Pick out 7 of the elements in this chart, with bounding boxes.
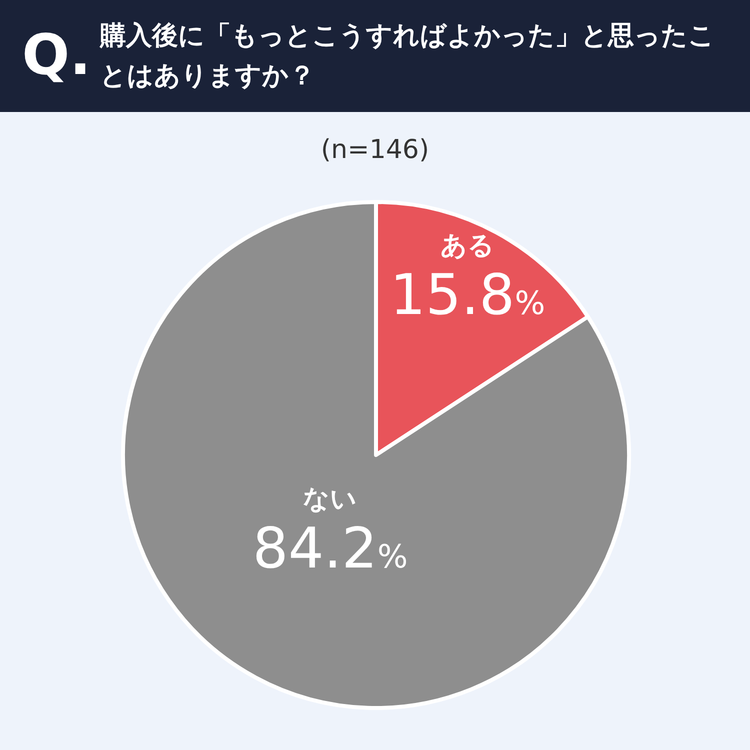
data-label: 15.8%: [390, 262, 546, 328]
slice-label: ある: [440, 230, 495, 261]
slice-label: ない: [303, 484, 358, 515]
chart-title: 購入後に「もっとこうすればよかった」と思ったことはありますか？: [100, 20, 716, 93]
text: Q.: [22, 22, 91, 90]
chart-subtitle: (n=146): [320, 135, 430, 165]
data-label: 84.2%: [252, 516, 408, 582]
